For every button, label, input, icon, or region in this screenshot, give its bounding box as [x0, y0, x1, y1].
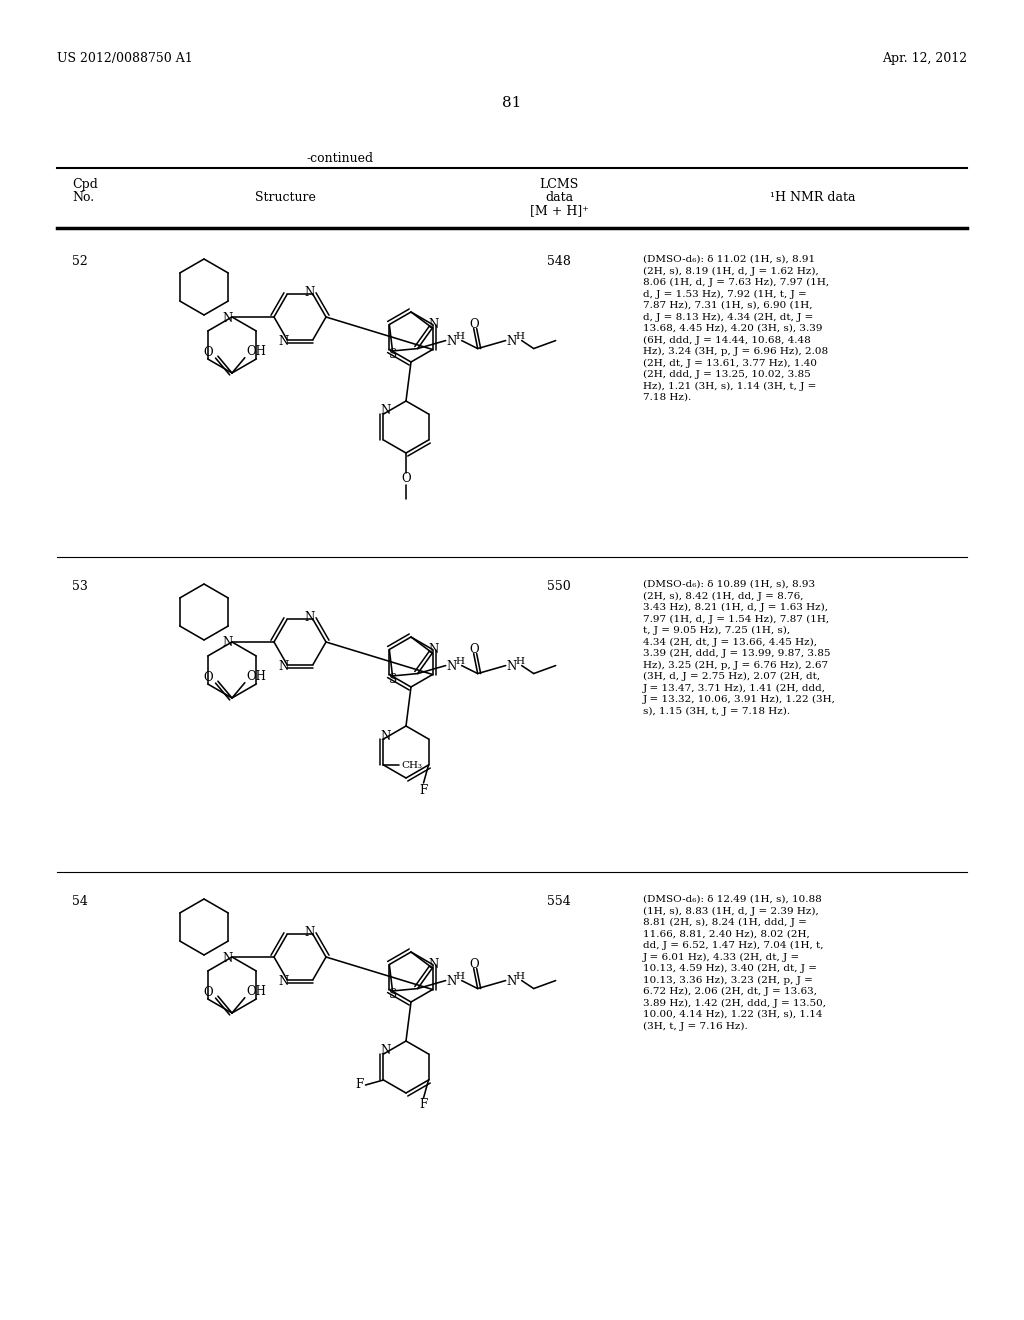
- Text: Hz), 1.21 (3H, s), 1.14 (3H, t, J =: Hz), 1.21 (3H, s), 1.14 (3H, t, J =: [643, 381, 816, 391]
- Text: N: N: [380, 1044, 390, 1057]
- Text: 81: 81: [503, 96, 521, 110]
- Text: (6H, ddd, J = 14.44, 10.68, 4.48: (6H, ddd, J = 14.44, 10.68, 4.48: [643, 335, 811, 345]
- Text: H: H: [516, 333, 524, 341]
- Text: CH₃: CH₃: [401, 760, 423, 770]
- Text: 13.68, 4.45 Hz), 4.20 (3H, s), 3.39: 13.68, 4.45 Hz), 4.20 (3H, s), 3.39: [643, 323, 822, 333]
- Text: H: H: [456, 333, 465, 341]
- Text: US 2012/0088750 A1: US 2012/0088750 A1: [57, 51, 193, 65]
- Text: O: O: [470, 318, 479, 331]
- Text: d, J = 1.53 Hz), 7.92 (1H, t, J =: d, J = 1.53 Hz), 7.92 (1H, t, J =: [643, 289, 807, 298]
- Text: J = 13.32, 10.06, 3.91 Hz), 1.22 (3H,: J = 13.32, 10.06, 3.91 Hz), 1.22 (3H,: [643, 696, 836, 704]
- Text: N: N: [446, 660, 457, 673]
- Text: (2H, s), 8.42 (1H, dd, J = 8.76,: (2H, s), 8.42 (1H, dd, J = 8.76,: [643, 591, 804, 601]
- Text: O: O: [203, 671, 213, 684]
- Text: N: N: [428, 958, 438, 972]
- Text: N: N: [279, 660, 289, 673]
- Text: N: N: [380, 404, 390, 417]
- Text: N: N: [380, 730, 390, 742]
- Text: 4.34 (2H, dt, J = 13.66, 4.45 Hz),: 4.34 (2H, dt, J = 13.66, 4.45 Hz),: [643, 638, 817, 647]
- Text: 52: 52: [72, 255, 88, 268]
- Text: N: N: [428, 643, 438, 656]
- Text: OH: OH: [247, 985, 266, 998]
- Text: OH: OH: [247, 671, 266, 684]
- Text: 8.81 (2H, s), 8.24 (1H, ddd, J =: 8.81 (2H, s), 8.24 (1H, ddd, J =: [643, 917, 807, 927]
- Text: O: O: [470, 643, 479, 656]
- Text: OH: OH: [247, 345, 266, 358]
- Text: (2H, s), 8.19 (1H, d, J = 1.62 Hz),: (2H, s), 8.19 (1H, d, J = 1.62 Hz),: [643, 267, 819, 276]
- Text: (DMSO-d₆): δ 11.02 (1H, s), 8.91: (DMSO-d₆): δ 11.02 (1H, s), 8.91: [643, 255, 815, 264]
- Text: ¹H NMR data: ¹H NMR data: [770, 191, 855, 205]
- Text: 3.39 (2H, ddd, J = 13.99, 9.87, 3.85: 3.39 (2H, ddd, J = 13.99, 9.87, 3.85: [643, 649, 830, 659]
- Text: H: H: [456, 657, 465, 667]
- Text: N: N: [305, 611, 315, 624]
- Text: 554: 554: [547, 895, 570, 908]
- Text: N: N: [446, 335, 457, 348]
- Text: (1H, s), 8.83 (1H, d, J = 2.39 Hz),: (1H, s), 8.83 (1H, d, J = 2.39 Hz),: [643, 907, 819, 916]
- Text: 10.00, 4.14 Hz), 1.22 (3H, s), 1.14: 10.00, 4.14 Hz), 1.22 (3H, s), 1.14: [643, 1010, 822, 1019]
- Text: data: data: [545, 191, 573, 205]
- Text: N: N: [305, 927, 315, 939]
- Text: N: N: [428, 318, 438, 331]
- Text: J = 13.47, 3.71 Hz), 1.41 (2H, ddd,: J = 13.47, 3.71 Hz), 1.41 (2H, ddd,: [643, 684, 826, 693]
- Text: S: S: [389, 673, 397, 686]
- Text: Hz), 3.25 (2H, p, J = 6.76 Hz), 2.67: Hz), 3.25 (2H, p, J = 6.76 Hz), 2.67: [643, 660, 828, 669]
- Text: dd, J = 6.52, 1.47 Hz), 7.04 (1H, t,: dd, J = 6.52, 1.47 Hz), 7.04 (1H, t,: [643, 941, 823, 950]
- Text: 548: 548: [547, 255, 571, 268]
- Text: (2H, ddd, J = 13.25, 10.02, 3.85: (2H, ddd, J = 13.25, 10.02, 3.85: [643, 370, 811, 379]
- Text: 8.06 (1H, d, J = 7.63 Hz), 7.97 (1H,: 8.06 (1H, d, J = 7.63 Hz), 7.97 (1H,: [643, 279, 829, 288]
- Text: N: N: [446, 975, 457, 989]
- Text: Hz), 3.24 (3H, p, J = 6.96 Hz), 2.08: Hz), 3.24 (3H, p, J = 6.96 Hz), 2.08: [643, 347, 828, 356]
- Text: O: O: [203, 986, 213, 999]
- Text: N: N: [279, 975, 289, 987]
- Text: N: N: [507, 975, 517, 989]
- Text: (3H, d, J = 2.75 Hz), 2.07 (2H, dt,: (3H, d, J = 2.75 Hz), 2.07 (2H, dt,: [643, 672, 820, 681]
- Text: (2H, dt, J = 13.61, 3.77 Hz), 1.40: (2H, dt, J = 13.61, 3.77 Hz), 1.40: [643, 359, 817, 368]
- Text: 550: 550: [547, 579, 570, 593]
- Text: J = 6.01 Hz), 4.33 (2H, dt, J =: J = 6.01 Hz), 4.33 (2H, dt, J =: [643, 953, 800, 962]
- Text: N: N: [223, 312, 233, 325]
- Text: [M + H]⁺: [M + H]⁺: [529, 205, 589, 216]
- Text: LCMS: LCMS: [540, 178, 579, 191]
- Text: F: F: [355, 1078, 364, 1092]
- Text: (3H, t, J = 7.16 Hz).: (3H, t, J = 7.16 Hz).: [643, 1022, 748, 1031]
- Text: 54: 54: [72, 895, 88, 908]
- Text: N: N: [507, 660, 517, 673]
- Text: 10.13, 3.36 Hz), 3.23 (2H, p, J =: 10.13, 3.36 Hz), 3.23 (2H, p, J =: [643, 975, 813, 985]
- Text: H: H: [456, 972, 465, 981]
- Text: Cpd: Cpd: [72, 178, 98, 191]
- Text: t, J = 9.05 Hz), 7.25 (1H, s),: t, J = 9.05 Hz), 7.25 (1H, s),: [643, 626, 791, 635]
- Text: S: S: [389, 348, 397, 362]
- Text: F: F: [420, 784, 428, 796]
- Text: O: O: [470, 958, 479, 972]
- Text: 7.18 Hz).: 7.18 Hz).: [643, 393, 691, 403]
- Text: H: H: [516, 657, 524, 667]
- Text: 11.66, 8.81, 2.40 Hz), 8.02 (2H,: 11.66, 8.81, 2.40 Hz), 8.02 (2H,: [643, 929, 810, 939]
- Text: N: N: [223, 952, 233, 965]
- Text: (DMSO-d₆): δ 12.49 (1H, s), 10.88: (DMSO-d₆): δ 12.49 (1H, s), 10.88: [643, 895, 821, 904]
- Text: O: O: [203, 346, 213, 359]
- Text: 3.89 Hz), 1.42 (2H, ddd, J = 13.50,: 3.89 Hz), 1.42 (2H, ddd, J = 13.50,: [643, 998, 826, 1007]
- Text: N: N: [223, 636, 233, 649]
- Text: s), 1.15 (3H, t, J = 7.18 Hz).: s), 1.15 (3H, t, J = 7.18 Hz).: [643, 706, 791, 715]
- Text: 7.97 (1H, d, J = 1.54 Hz), 7.87 (1H,: 7.97 (1H, d, J = 1.54 Hz), 7.87 (1H,: [643, 615, 829, 623]
- Text: 6.72 Hz), 2.06 (2H, dt, J = 13.63,: 6.72 Hz), 2.06 (2H, dt, J = 13.63,: [643, 987, 817, 997]
- Text: H: H: [516, 972, 524, 981]
- Text: N: N: [279, 335, 289, 348]
- Text: N: N: [305, 286, 315, 300]
- Text: 53: 53: [72, 579, 88, 593]
- Text: Apr. 12, 2012: Apr. 12, 2012: [882, 51, 967, 65]
- Text: 3.43 Hz), 8.21 (1H, d, J = 1.63 Hz),: 3.43 Hz), 8.21 (1H, d, J = 1.63 Hz),: [643, 603, 828, 612]
- Text: N: N: [507, 335, 517, 348]
- Text: 7.87 Hz), 7.31 (1H, s), 6.90 (1H,: 7.87 Hz), 7.31 (1H, s), 6.90 (1H,: [643, 301, 812, 310]
- Text: (DMSO-d₆): δ 10.89 (1H, s), 8.93: (DMSO-d₆): δ 10.89 (1H, s), 8.93: [643, 579, 815, 589]
- Text: F: F: [420, 1098, 428, 1111]
- Text: No.: No.: [72, 191, 94, 205]
- Text: Structure: Structure: [255, 191, 315, 205]
- Text: 10.13, 4.59 Hz), 3.40 (2H, dt, J =: 10.13, 4.59 Hz), 3.40 (2H, dt, J =: [643, 964, 817, 973]
- Text: S: S: [389, 989, 397, 1002]
- Text: d, J = 8.13 Hz), 4.34 (2H, dt, J =: d, J = 8.13 Hz), 4.34 (2H, dt, J =: [643, 313, 813, 322]
- Text: O: O: [401, 473, 411, 486]
- Text: -continued: -continued: [306, 152, 374, 165]
